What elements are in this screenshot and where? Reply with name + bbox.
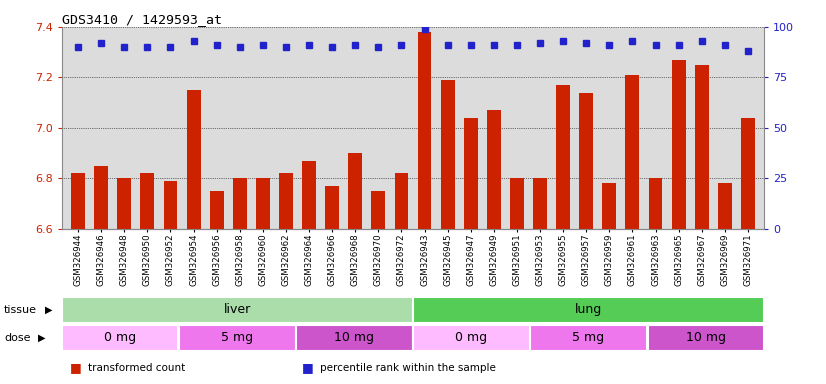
Bar: [63, 324, 178, 351]
Bar: [530, 324, 647, 351]
Bar: [648, 324, 763, 351]
Bar: [256, 179, 270, 384]
Bar: [233, 179, 247, 384]
Text: 5 mg: 5 mg: [572, 331, 605, 344]
Bar: [533, 179, 547, 384]
Bar: [414, 324, 529, 351]
Bar: [487, 110, 501, 384]
Bar: [579, 93, 593, 384]
Bar: [414, 297, 763, 323]
Text: lung: lung: [575, 303, 602, 316]
Bar: [441, 80, 454, 384]
Bar: [625, 75, 639, 384]
Text: 0 mg: 0 mg: [455, 331, 487, 344]
Text: ■: ■: [70, 361, 82, 374]
Text: dose: dose: [4, 333, 31, 343]
Bar: [372, 191, 385, 384]
Bar: [718, 184, 732, 384]
Bar: [648, 179, 662, 384]
Bar: [349, 153, 362, 384]
Bar: [418, 32, 431, 384]
Bar: [187, 90, 201, 384]
Text: ■: ■: [301, 361, 313, 374]
Text: 10 mg: 10 mg: [686, 331, 725, 344]
Text: GDS3410 / 1429593_at: GDS3410 / 1429593_at: [62, 13, 222, 26]
Bar: [279, 173, 293, 384]
Text: percentile rank within the sample: percentile rank within the sample: [320, 362, 496, 373]
Bar: [71, 173, 85, 384]
Text: tissue: tissue: [4, 305, 37, 315]
Bar: [325, 186, 339, 384]
Bar: [297, 324, 412, 351]
Text: 10 mg: 10 mg: [335, 331, 374, 344]
Bar: [464, 118, 477, 384]
Text: ▶: ▶: [45, 305, 53, 315]
Text: 5 mg: 5 mg: [221, 331, 254, 344]
Bar: [672, 60, 686, 384]
Bar: [179, 324, 296, 351]
Text: ▶: ▶: [38, 333, 45, 343]
Bar: [695, 65, 709, 384]
Bar: [117, 179, 131, 384]
Bar: [210, 191, 224, 384]
Bar: [164, 181, 178, 384]
Bar: [741, 118, 755, 384]
Bar: [556, 85, 570, 384]
Bar: [510, 179, 524, 384]
Text: transformed count: transformed count: [88, 362, 186, 373]
Bar: [395, 173, 408, 384]
Bar: [94, 166, 108, 384]
Bar: [140, 173, 154, 384]
Bar: [302, 161, 316, 384]
Bar: [602, 184, 616, 384]
Bar: [63, 297, 412, 323]
Text: liver: liver: [224, 303, 251, 316]
Text: 0 mg: 0 mg: [104, 331, 136, 344]
